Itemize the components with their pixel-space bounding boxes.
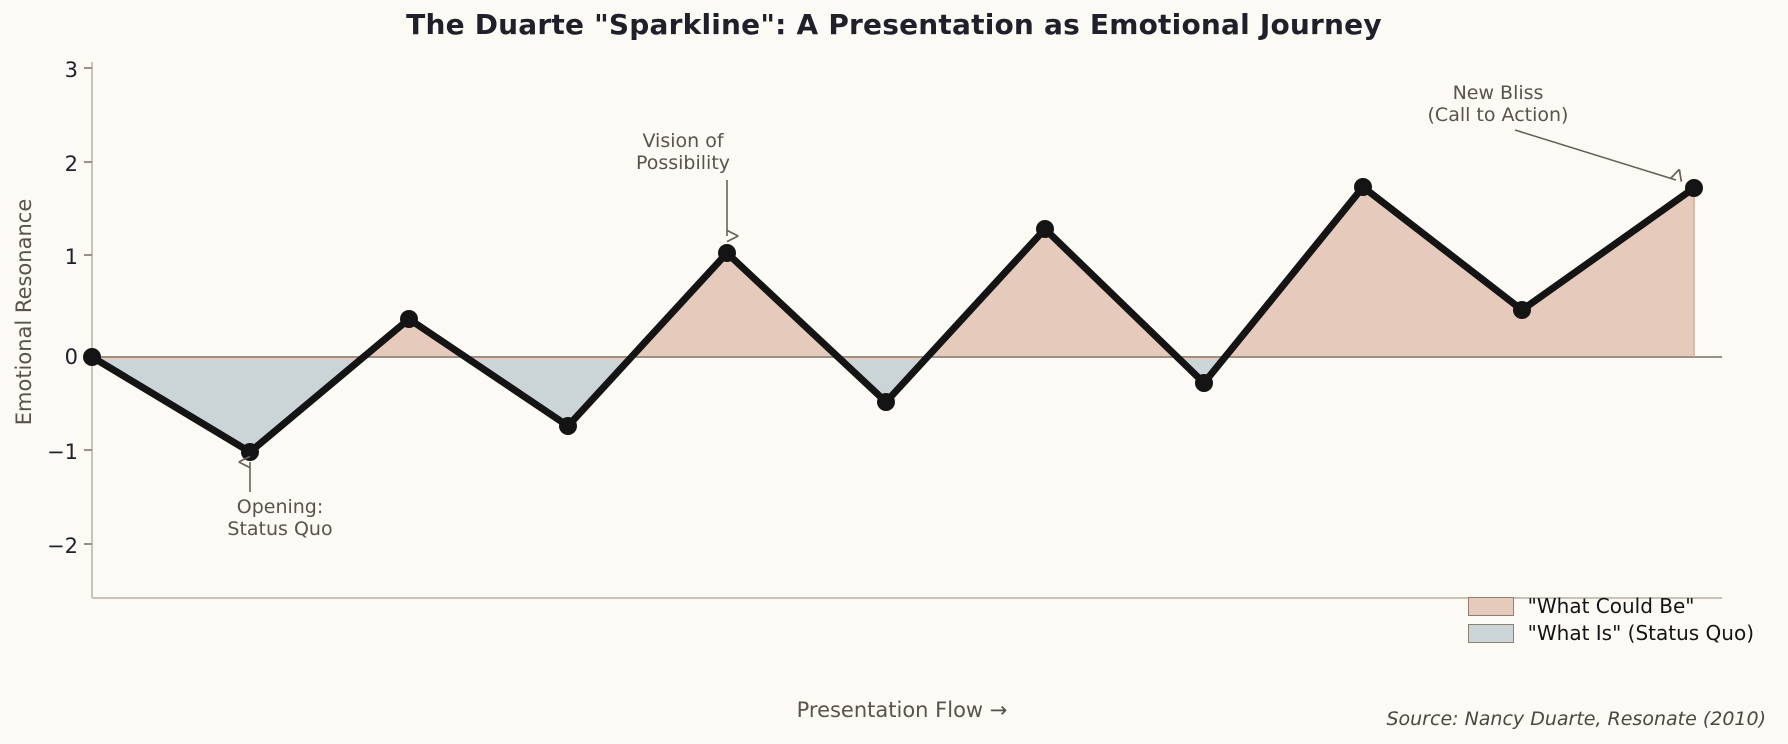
source-note: Source: Nancy Duarte, Resonate (2010) — [1386, 708, 1766, 730]
annotation-vision-of-possibility: Vision of Possibility — [635, 130, 731, 175]
annotation-new-bliss: New Bliss (Call to Action) — [1427, 82, 1569, 127]
y-tick-1: 1 — [64, 245, 78, 269]
data-point-9[interactable] — [1513, 301, 1531, 319]
legend-item-what-could-be[interactable]: "What Could Be" — [1467, 594, 1754, 618]
x-axis-label: Presentation Flow → — [796, 698, 1008, 722]
data-point-6[interactable] — [1036, 220, 1054, 238]
y-axis-ticks — [84, 67, 92, 545]
y-axis-tick-labels: 3 2 1 0 −1 −2 — [14, 0, 78, 744]
legend-swatch-what-could-be — [1467, 596, 1514, 616]
negative-area-fill — [96, 360, 1223, 452]
legend-label-what-could-be: "What Could Be" — [1527, 594, 1695, 618]
positive-area-fill — [92, 187, 1694, 360]
chart-legend: "What Could Be" "What Is" (Status Quo) — [1467, 594, 1754, 645]
data-point-1[interactable] — [241, 443, 259, 461]
y-tick-0: 0 — [64, 345, 78, 369]
y-tick-neg2: −2 — [47, 534, 78, 558]
data-point-10[interactable] — [1685, 179, 1703, 197]
data-point-8[interactable] — [1354, 178, 1372, 196]
data-point-3[interactable] — [559, 417, 577, 435]
data-point-5[interactable] — [877, 393, 895, 411]
legend-swatch-what-is — [1467, 623, 1514, 643]
chart-title: The Duarte "Sparkline": A Presentation a… — [406, 8, 1382, 41]
y-tick-neg1: −1 — [47, 440, 78, 464]
legend-item-what-is[interactable]: "What Is" (Status Quo) — [1467, 621, 1754, 645]
data-point-4[interactable] — [718, 244, 736, 262]
y-tick-2: 2 — [64, 152, 78, 176]
annotation-opening-status-quo: Opening: Status Quo — [227, 496, 333, 541]
legend-label-what-is: "What Is" (Status Quo) — [1527, 621, 1754, 645]
data-point-0[interactable] — [83, 348, 101, 366]
data-point-2[interactable] — [400, 310, 418, 328]
data-point-7[interactable] — [1195, 374, 1213, 392]
y-tick-3: 3 — [64, 58, 78, 82]
annotation-arrow-new-bliss — [1514, 129, 1683, 182]
